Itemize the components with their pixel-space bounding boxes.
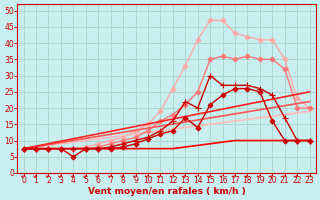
X-axis label: Vent moyen/en rafales ( km/h ): Vent moyen/en rafales ( km/h ): [88, 187, 245, 196]
